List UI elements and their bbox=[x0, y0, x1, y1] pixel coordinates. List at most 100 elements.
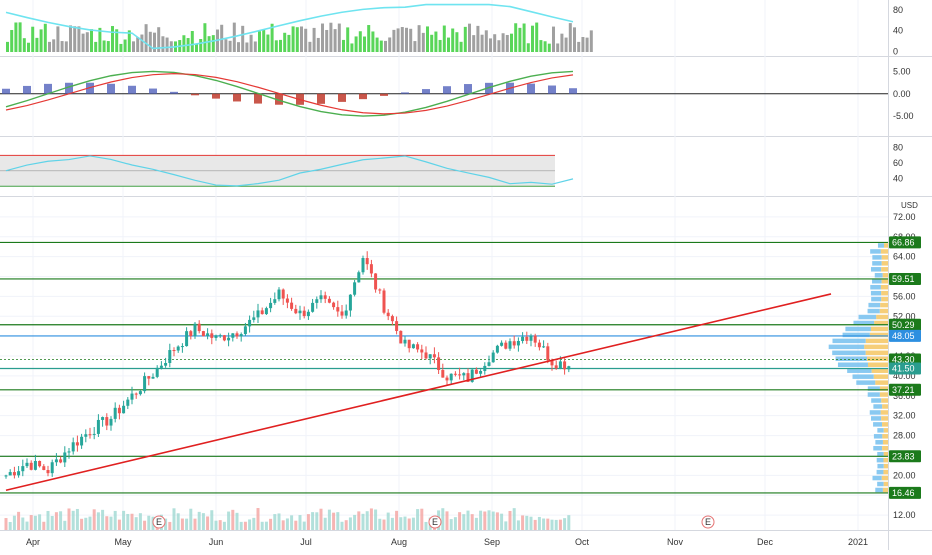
candle-body bbox=[155, 367, 159, 377]
adx-bar bbox=[249, 34, 253, 52]
volume-profile-bar bbox=[883, 469, 888, 475]
adx-bar bbox=[153, 32, 156, 52]
volume-profile-bar bbox=[879, 386, 888, 391]
volume-bar bbox=[348, 517, 352, 530]
candle-body bbox=[311, 302, 315, 312]
price-level-tag bbox=[889, 236, 921, 249]
volume-bar bbox=[243, 521, 247, 530]
candle-body bbox=[260, 310, 264, 315]
volume-profile-bar bbox=[869, 332, 888, 338]
adx-bar bbox=[119, 43, 123, 52]
volume-bar bbox=[344, 520, 348, 530]
macd-histogram-bar bbox=[191, 93, 199, 96]
price-level-tag bbox=[889, 329, 921, 342]
time-tick-label: May bbox=[114, 537, 132, 547]
adx-bar bbox=[64, 41, 68, 52]
volume-bar bbox=[416, 509, 420, 530]
adx-bar bbox=[400, 27, 404, 52]
volume-bar bbox=[340, 521, 344, 530]
volume-bar bbox=[336, 512, 340, 530]
earnings-marker-label: E bbox=[432, 517, 438, 527]
candle-body bbox=[504, 342, 508, 349]
macd-histogram-bar bbox=[254, 93, 262, 104]
volume-profile-bar bbox=[883, 463, 888, 469]
time-axis[interactable]: Apr May Jun Jul Aug Sep Oct Nov Dec 2021 bbox=[26, 537, 868, 547]
candle-body bbox=[105, 417, 109, 426]
adx-bar bbox=[312, 27, 316, 52]
candle-body bbox=[458, 374, 462, 376]
indicator-tick-label: 5.00 bbox=[893, 66, 911, 76]
volume-bar bbox=[185, 518, 189, 530]
volume-bar bbox=[357, 511, 361, 530]
adx-bar bbox=[228, 40, 232, 52]
volume-profile-bar bbox=[871, 398, 882, 403]
candle-body bbox=[428, 354, 432, 359]
candle-body bbox=[323, 295, 327, 299]
volume-bar bbox=[281, 520, 285, 530]
adx-bar bbox=[434, 31, 438, 52]
candle-body bbox=[361, 258, 365, 273]
macd-histogram-bar bbox=[212, 93, 220, 99]
volume-bar bbox=[332, 512, 336, 530]
adx-bar bbox=[396, 28, 400, 52]
candle-body bbox=[8, 472, 12, 476]
volume-bar bbox=[105, 516, 109, 530]
volume-profile-bar bbox=[880, 284, 888, 290]
adx-bar bbox=[161, 36, 165, 52]
volume-bar bbox=[239, 521, 243, 530]
candle-body bbox=[159, 365, 163, 368]
adx-bar bbox=[421, 32, 425, 52]
adx-bar bbox=[22, 38, 26, 52]
price-level-label: 48.05 bbox=[892, 331, 915, 341]
trendline[interactable] bbox=[5, 293, 832, 492]
candle-body bbox=[151, 376, 155, 379]
candle-body bbox=[17, 471, 21, 476]
volume-profile-bar bbox=[835, 356, 868, 362]
volume-profile-bar bbox=[881, 290, 888, 296]
adx-bar bbox=[585, 37, 589, 52]
candle-body bbox=[227, 337, 231, 341]
macd-line bbox=[5, 70, 574, 117]
macd-histogram-bar bbox=[170, 91, 178, 94]
adx-bar bbox=[132, 41, 135, 52]
volume-profile-bar bbox=[881, 255, 888, 260]
adx-bar bbox=[98, 27, 102, 52]
candle-body bbox=[71, 442, 75, 452]
volume-profile-bar bbox=[865, 338, 888, 344]
adx-bar bbox=[497, 40, 501, 52]
macd-panel: 5.00 0.00 -5.00 bbox=[0, 66, 914, 121]
volume-bar bbox=[563, 518, 567, 530]
volume-profile-bar bbox=[870, 326, 888, 332]
volume-profile-bar bbox=[875, 440, 883, 445]
adx-bar bbox=[405, 27, 408, 52]
volume-bar bbox=[54, 512, 58, 530]
candle-body bbox=[59, 459, 63, 463]
adx-bar bbox=[85, 32, 89, 52]
adx-bar bbox=[354, 36, 358, 52]
price-tick-label: 20.00 bbox=[893, 470, 916, 480]
rsi-line bbox=[5, 155, 574, 187]
volume-bar bbox=[298, 515, 302, 530]
adx-bar bbox=[73, 26, 77, 52]
candle-body bbox=[134, 393, 138, 395]
volume-profile-bar bbox=[870, 267, 882, 272]
macd-histogram-bar bbox=[338, 93, 346, 102]
candle-body bbox=[109, 418, 113, 426]
candle-body bbox=[470, 369, 474, 382]
candle-body bbox=[113, 407, 117, 419]
volume-bar bbox=[122, 510, 126, 530]
macd-histogram-bar bbox=[317, 93, 325, 104]
volume-profile-bar bbox=[875, 487, 883, 493]
volume-profile-bar bbox=[872, 261, 882, 266]
adx-bar bbox=[90, 29, 93, 52]
volume-profile-bar bbox=[881, 398, 888, 403]
volume-profile-bar bbox=[883, 243, 888, 248]
earnings-marker-label: E bbox=[705, 517, 711, 527]
candle-body bbox=[500, 342, 504, 346]
adx-bar bbox=[489, 38, 492, 52]
candle-body bbox=[218, 335, 222, 337]
macd-histogram-bar bbox=[464, 84, 472, 94]
candle-body bbox=[336, 307, 340, 312]
macd-histogram-bar bbox=[128, 85, 136, 94]
